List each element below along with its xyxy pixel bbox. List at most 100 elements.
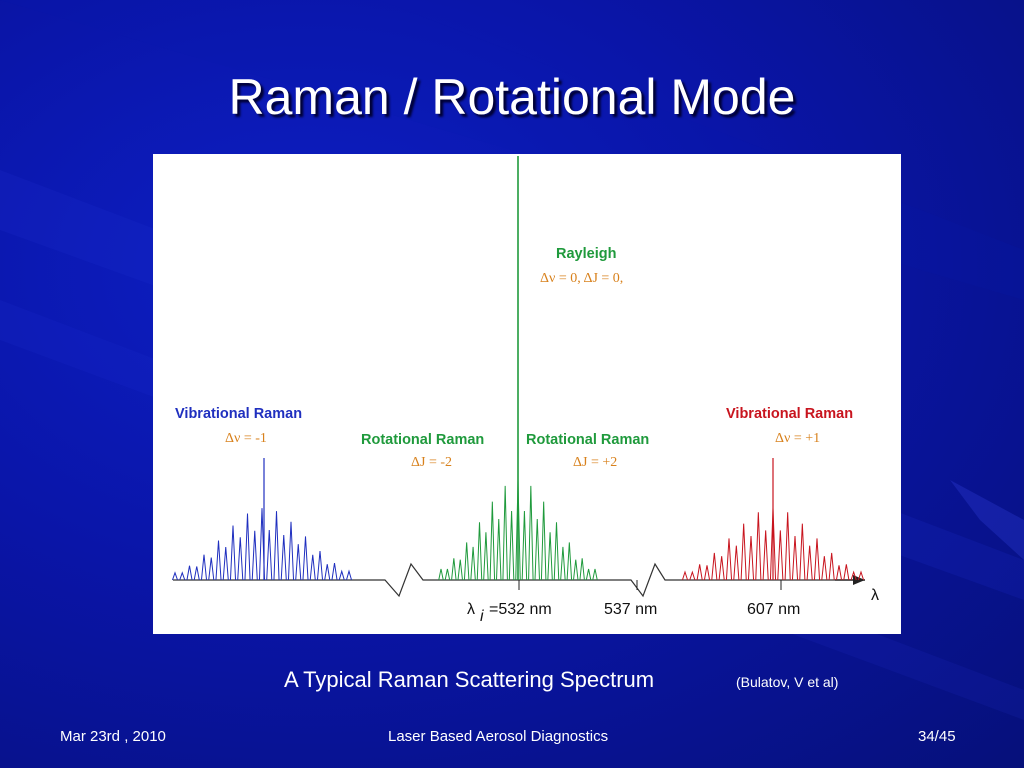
vibrational-raman-left-peaks: [171, 458, 353, 581]
label-rot-left-rule: ΔJ = -2: [411, 455, 452, 470]
label-rayleigh-rule: Δν = 0, ΔJ = 0,: [540, 271, 623, 286]
vib-left-peak: [179, 571, 186, 581]
vib-right-peak: [689, 570, 696, 581]
vib-left-peak: [324, 564, 331, 581]
rot-peak: [560, 546, 566, 581]
vib-left-peak: [186, 565, 193, 581]
tick-label-532: =532 nm: [489, 601, 552, 618]
vib-right-peak: [777, 530, 784, 581]
rot-peak: [540, 501, 547, 581]
rot-peak: [444, 568, 451, 581]
rot-peak: [521, 511, 528, 581]
rot-peak: [470, 546, 476, 581]
vib-right-peak: [850, 570, 857, 581]
label-vib-right: Vibrational Raman: [726, 406, 853, 422]
spectrum-baseline: [173, 562, 835, 598]
rot-peak: [585, 568, 592, 581]
rot-peak: [508, 511, 515, 581]
vib-left-peak: [331, 562, 338, 581]
vib-right-peak: [718, 556, 725, 581]
vib-left-peak: [302, 536, 309, 581]
vib-left-peak: [229, 525, 237, 581]
vib-left-peak: [193, 566, 200, 581]
footer-page-number: 34/45: [918, 728, 956, 745]
vib-left-peak: [251, 530, 258, 581]
vib-right-peak: [703, 565, 711, 581]
vib-left-peak: [338, 569, 345, 581]
figure-caption: A Typical Raman Scattering Spectrum: [284, 667, 655, 692]
slide-title: Raman / Rotational Mode: [228, 69, 796, 125]
rot-peak: [451, 558, 457, 581]
vibrational-raman-right-peaks: [681, 458, 865, 581]
rot-peak: [476, 522, 483, 581]
vib-right-peak: [725, 538, 733, 581]
rot-peak: [534, 518, 540, 581]
vib-left-peak: [171, 571, 179, 581]
vib-right-peak: [740, 523, 747, 581]
vib-right-peak: [696, 564, 703, 581]
rot-peak: [528, 485, 534, 581]
label-vib-left-rule: Δν = -1: [225, 431, 267, 446]
vib-left-peak: [237, 537, 244, 581]
label-rot-right: Rotational Raman: [526, 432, 649, 448]
rot-peak: [463, 542, 470, 581]
axis-lambda-symbol: λ: [871, 587, 879, 604]
label-rot-right-rule: ΔJ = +2: [573, 455, 617, 470]
vib-left-peak: [280, 534, 287, 581]
vib-left-peak: [295, 544, 302, 581]
raman-spectrum-figure: λ λ i =532 nm 537 nm 607 nm Rayleigh Δν …: [153, 154, 901, 634]
rot-peak: [438, 568, 444, 581]
vib-right-peak: [784, 512, 791, 581]
vib-left-peak: [316, 551, 324, 581]
rot-peak: [573, 559, 579, 581]
rot-peak: [553, 522, 560, 581]
vib-right-peak: [857, 570, 865, 581]
rotational-raman-peaks: [438, 479, 598, 581]
vib-right-peak: [828, 552, 835, 581]
vib-left-peak: [266, 529, 273, 581]
label-vib-left: Vibrational Raman: [175, 406, 302, 422]
tick-label-537: 537 nm: [604, 601, 657, 618]
rot-peak: [547, 532, 553, 581]
vib-right-peak: [813, 538, 821, 581]
vib-left-peak: [287, 521, 295, 581]
vib-left-peak: [309, 554, 316, 581]
vib-left-peak: [222, 547, 229, 581]
vib-right-peak: [681, 570, 689, 581]
vib-left-peak: [345, 569, 353, 581]
vib-right-peak: [799, 523, 806, 581]
label-rayleigh: Rayleigh: [556, 246, 616, 262]
rot-peak: [483, 532, 489, 581]
vib-right-peak: [835, 565, 843, 581]
rot-peak: [579, 558, 585, 581]
footer-course: Laser Based Aerosol Diagnostics: [388, 728, 609, 745]
spectrum-plot: λ λ i =532 nm 537 nm 607 nm Rayleigh Δν …: [171, 156, 879, 625]
vib-right-peak: [755, 512, 762, 581]
rot-peak: [489, 501, 496, 581]
vib-right-peak: [806, 545, 813, 581]
vib-left-peak: [208, 557, 215, 581]
vib-left-peak: [215, 540, 222, 581]
rot-peak: [496, 518, 502, 581]
label-rot-left: Rotational Raman: [361, 432, 484, 448]
vib-right-peak: [733, 545, 740, 581]
label-vib-right-rule: Δν = +1: [775, 431, 820, 446]
rot-peak: [592, 568, 598, 581]
lambda-i-symbol: λ: [467, 601, 475, 618]
figure-citation: (Bulatov, V et al): [736, 674, 839, 690]
vib-right-peak: [747, 536, 755, 581]
vib-left-peak: [200, 554, 208, 581]
vib-left-peak: [273, 511, 280, 581]
vib-right-peak: [762, 530, 769, 581]
rot-peak: [566, 542, 573, 581]
rot-peak: [457, 559, 463, 581]
vib-right-peak: [843, 564, 850, 581]
vib-right-peak: [791, 536, 799, 581]
tick-label-607: 607 nm: [747, 601, 800, 618]
lambda-i-subscript: i: [480, 608, 484, 625]
vib-left-peak: [244, 513, 251, 581]
rot-peak: [502, 485, 508, 581]
axis-arrowhead: [853, 575, 865, 585]
vib-right-peak: [711, 552, 718, 581]
footer-date: Mar 23rd , 2010: [60, 728, 166, 745]
